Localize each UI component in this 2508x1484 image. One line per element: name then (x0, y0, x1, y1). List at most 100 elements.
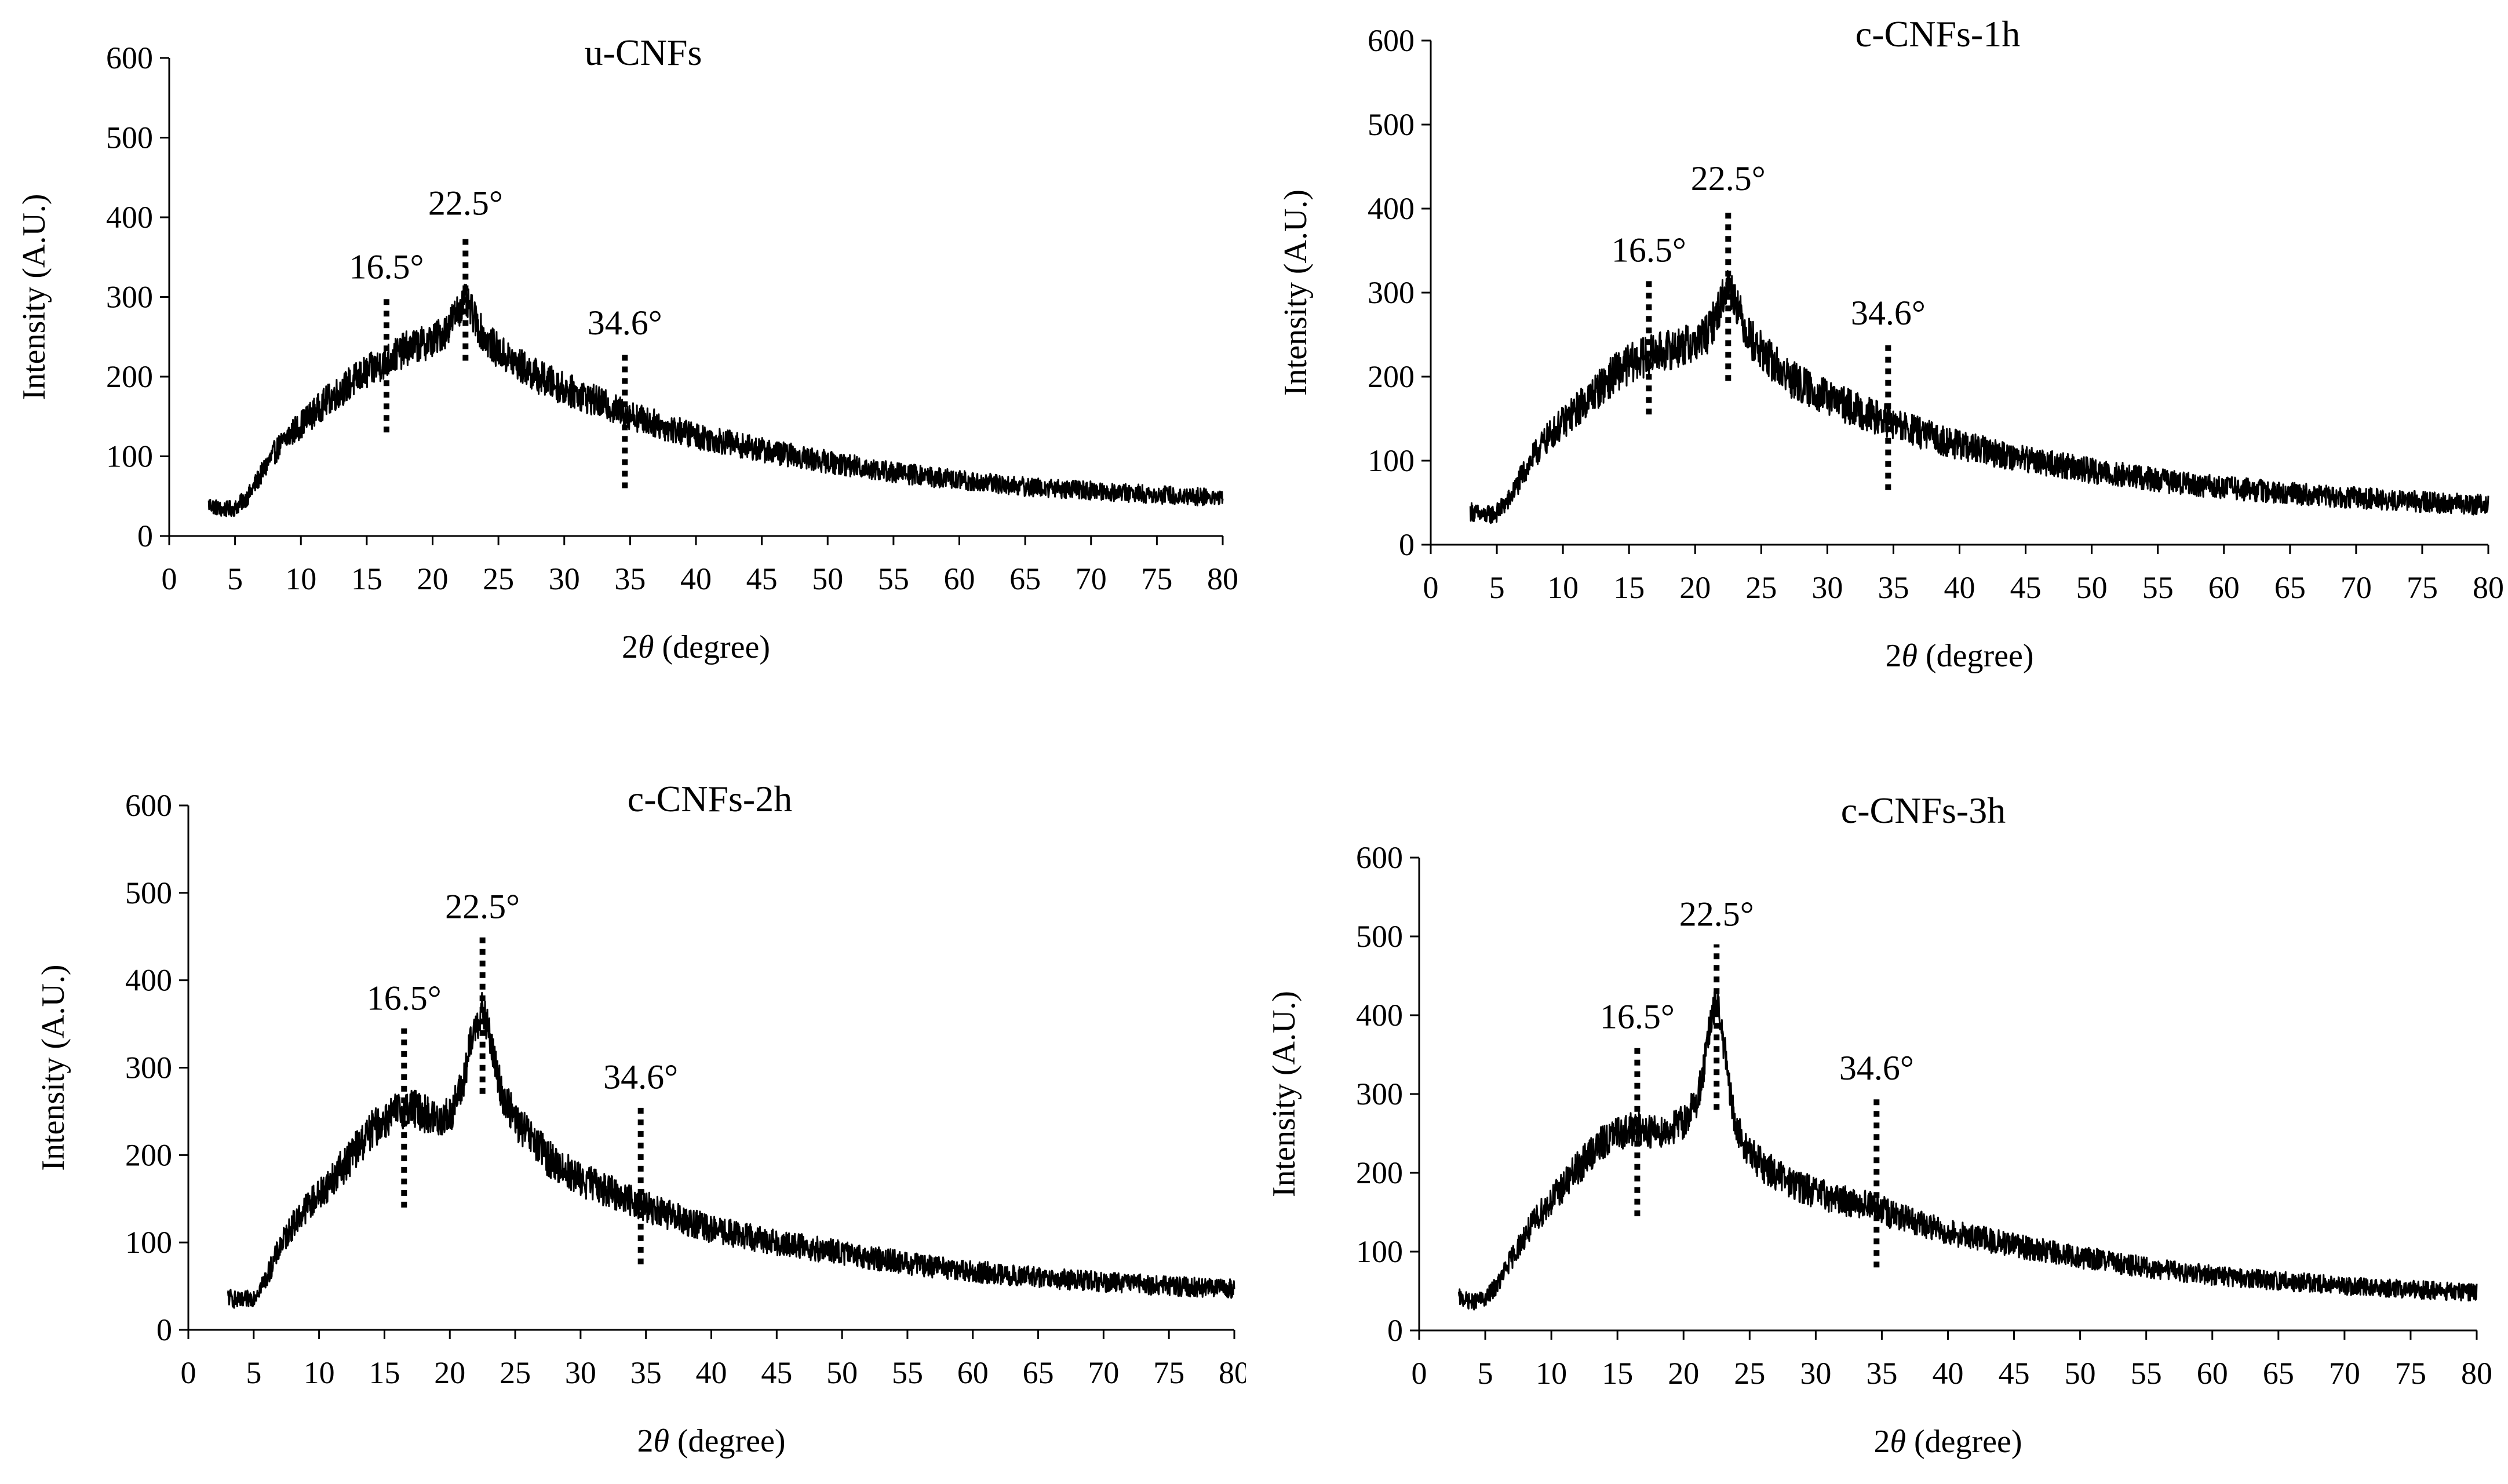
chart-c-cnfs-2h-x-axis-label-suffix: (degree) (669, 1423, 786, 1459)
chart-u-cnfs-x-tick-label: 25 (483, 561, 514, 596)
chart-c-cnfs-1h-y-tick-label: 100 (1368, 443, 1415, 478)
chart-c-cnfs-1h-x-tick-label: 60 (2208, 570, 2240, 605)
chart-c-cnfs-3h-x-tick-label: 75 (2395, 1356, 2426, 1391)
chart-c-cnfs-3h-x-tick-label: 5 (1478, 1356, 1493, 1391)
chart-c-cnfs-1h-x-tick-label: 80 (2473, 570, 2504, 605)
chart-c-cnfs-2h-x-axis-label: 2θ (degree) (637, 1423, 785, 1459)
chart-c-cnfs-3h-x-axis-label: 2θ (degree) (1873, 1424, 2022, 1460)
chart-c-cnfs-2h-x-tick-label: 60 (957, 1355, 989, 1390)
chart-panel-u-cnfs: u-CNFs 0 100 200 300 400 500 600 0 5 10 15 20 25 30 35 4… (0, 0, 1246, 742)
chart-u-cnfs-x-tick-label: 15 (351, 561, 382, 596)
chart-u-cnfs-series-u-cnfs (207, 283, 1224, 517)
chart-u-cnfs-x-tick-label: 60 (944, 561, 975, 596)
chart-u-cnfs-y-tick-label: 0 (137, 519, 153, 553)
chart-c-cnfs-2h-x-tick-label: 15 (369, 1355, 400, 1390)
chart-c-cnfs-3h-peak-label-16-5: 16.5° (1600, 997, 1675, 1035)
chart-c-cnfs-2h-x-tick-label: 30 (565, 1355, 596, 1390)
chart-c-cnfs-1h-x-tick-label: 55 (2142, 570, 2174, 605)
chart-u-cnfs-x-tick-label: 20 (417, 561, 449, 596)
chart-c-cnfs-3h-y-axis-label: Intensity (A.U.) (1266, 991, 1302, 1197)
chart-c-cnfs-3h-y-tick-label: 400 (1356, 998, 1403, 1033)
chart-c-cnfs-1h-y-tick-label: 300 (1368, 275, 1415, 310)
chart-c-cnfs-2h-y-tick-label: 100 (125, 1225, 172, 1260)
chart-panel-c-cnfs-1h: c-CNFs-1h 0 100 200 300 400 500 600 0 5 10 15 20 25 30… (1254, 0, 2508, 742)
chart-u-cnfs-title: u-CNFs (585, 32, 702, 73)
chart-u-cnfs-x-tick-label: 10 (285, 561, 316, 596)
chart-c-cnfs-1h-y-tick-label: 200 (1368, 359, 1415, 394)
chart-c-cnfs-2h-y-axis-label: Intensity (A.U.) (35, 964, 71, 1171)
chart-c-cnfs-3h-y-tick-label: 0 (1387, 1313, 1403, 1348)
chart-c-cnfs-3h-peak-label-34-6: 34.6° (1839, 1049, 1914, 1087)
chart-c-cnfs-2h-series-c-cnfs-2h (227, 991, 1235, 1309)
chart-c-cnfs-3h-x-axis-label-suffix: (degree) (1906, 1424, 2022, 1460)
chart-u-cnfs-x-tick-label: 35 (614, 561, 646, 596)
chart-c-cnfs-2h-x-tick-label: 45 (761, 1355, 792, 1390)
chart-c-cnfs-3h-x-tick-label: 45 (1999, 1356, 2030, 1391)
chart-c-cnfs-2h-x-tick-label: 25 (500, 1355, 531, 1390)
chart-c-cnfs-3h-x-tick-label: 80 (2461, 1356, 2492, 1391)
chart-c-cnfs-2h-y-tick-label: 400 (125, 963, 172, 998)
chart-u-cnfs-x-tick-label: 65 (1009, 561, 1041, 596)
chart-c-cnfs-1h-x-tick-label: 0 (1423, 570, 1439, 605)
chart-u-cnfs-peak-label-16-5: 16.5° (349, 248, 424, 286)
chart-c-cnfs-3h-x-tick-label: 65 (2263, 1356, 2294, 1391)
chart-c-cnfs-2h-y-tick-label: 0 (156, 1312, 172, 1347)
chart-c-cnfs-1h-y-tick-label: 600 (1368, 23, 1415, 58)
chart-c-cnfs-2h-x-tick-label: 0 (181, 1355, 196, 1390)
chart-c-cnfs-1h-y-axis-label: Intensity (A.U.) (1278, 189, 1314, 396)
chart-c-cnfs-1h-series-c-cnfs-1h (1469, 269, 2489, 524)
chart-svg: c-CNFs-2h 0 100 200 300 400 500 600 0 5 10 15 20 25 30… (35, 778, 1246, 1459)
chart-svg: c-CNFs-1h 0 100 200 300 400 500 600 0 5 10 15 20 25 30… (1278, 13, 2504, 674)
chart-u-cnfs-y-axis-label: Intensity (A.U.) (16, 194, 52, 400)
chart-c-cnfs-3h-y-tick-label: 500 (1356, 919, 1403, 954)
chart-c-cnfs-2h-x-tick-label: 40 (696, 1355, 727, 1390)
chart-panel-c-cnfs-3h: c-CNFs-3h 0 100 200 300 400 500 600 0 5 10 15 20 25 30… (1254, 742, 2508, 1484)
chart-c-cnfs-1h-x-tick-label: 15 (1613, 570, 1645, 605)
chart-c-cnfs-3h-x-tick-label: 55 (2131, 1356, 2162, 1391)
chart-u-cnfs-y-tick-label: 200 (106, 359, 153, 394)
chart-c-cnfs-2h-y-tick-label: 600 (125, 788, 172, 823)
chart-u-cnfs-y-tick-label: 400 (106, 200, 153, 235)
chart-u-cnfs-x-axis-label-prefix: 2 (622, 629, 638, 665)
chart-c-cnfs-1h-x-axis-label-symbol: θ (1901, 638, 1918, 674)
chart-c-cnfs-1h-y-tick-label: 0 (1399, 527, 1415, 562)
chart-c-cnfs-3h-y-tick-label: 200 (1356, 1155, 1403, 1190)
chart-u-cnfs-x-tick-label: 50 (812, 561, 843, 596)
chart-u-cnfs-y-tick-label: 100 (106, 439, 153, 474)
chart-c-cnfs-3h-x-tick-label: 0 (1412, 1356, 1427, 1391)
chart-c-cnfs-1h-x-tick-label: 5 (1489, 570, 1505, 605)
chart-c-cnfs-1h-x-tick-label: 45 (2010, 570, 2042, 605)
chart-c-cnfs-1h-x-tick-label: 30 (1811, 570, 1843, 605)
chart-u-cnfs-x-tick-label: 5 (227, 561, 243, 596)
chart-c-cnfs-2h-x-tick-label: 10 (304, 1355, 335, 1390)
chart-c-cnfs-2h-x-axis-label-symbol: θ (653, 1423, 669, 1459)
chart-c-cnfs-2h-x-tick-label: 55 (892, 1355, 923, 1390)
chart-c-cnfs-3h-x-tick-label: 50 (2065, 1356, 2096, 1391)
chart-c-cnfs-3h-x-tick-label: 25 (1734, 1356, 1765, 1391)
chart-c-cnfs-2h-y-tick-label: 300 (125, 1051, 172, 1085)
chart-u-cnfs-x-tick-label: 45 (746, 561, 778, 596)
chart-c-cnfs-2h-title: c-CNFs-2h (628, 778, 792, 819)
chart-u-cnfs-peak-label-22-5: 22.5° (428, 184, 503, 223)
chart-c-cnfs-1h-x-tick-label: 65 (2274, 570, 2306, 605)
chart-c-cnfs-1h-x-tick-label: 40 (1944, 570, 1975, 605)
chart-u-cnfs-x-tick-label: 30 (549, 561, 580, 596)
chart-c-cnfs-3h-x-tick-label: 10 (1536, 1356, 1567, 1391)
chart-c-cnfs-1h-x-axis-label-prefix: 2 (1885, 638, 1901, 674)
chart-u-cnfs-x-axis-label-symbol: θ (638, 629, 654, 665)
chart-c-cnfs-3h-x-tick-label: 30 (1800, 1356, 1831, 1391)
chart-c-cnfs-2h-y-tick-label: 200 (125, 1137, 172, 1172)
chart-c-cnfs-1h-x-tick-label: 10 (1547, 570, 1579, 605)
chart-c-cnfs-3h-x-tick-label: 15 (1602, 1356, 1633, 1391)
chart-c-cnfs-1h-x-axis-label: 2θ (degree) (1885, 638, 2033, 674)
chart-c-cnfs-2h-y-tick-label: 500 (125, 876, 172, 910)
chart-u-cnfs-x-tick-label: 40 (680, 561, 712, 596)
chart-c-cnfs-1h-peak-label-16-5: 16.5° (1612, 231, 1686, 269)
chart-c-cnfs-3h-y-tick-label: 600 (1356, 840, 1403, 875)
chart-u-cnfs-x-tick-label: 75 (1141, 561, 1172, 596)
chart-c-cnfs-2h-x-tick-label: 65 (1023, 1355, 1054, 1390)
chart-c-cnfs-2h-x-tick-label: 80 (1219, 1355, 1246, 1390)
chart-c-cnfs-1h-y-tick-label: 500 (1368, 107, 1415, 142)
chart-c-cnfs-1h-peak-label-22-5: 22.5° (1691, 159, 1766, 198)
chart-c-cnfs-1h-x-tick-label: 20 (1679, 570, 1711, 605)
